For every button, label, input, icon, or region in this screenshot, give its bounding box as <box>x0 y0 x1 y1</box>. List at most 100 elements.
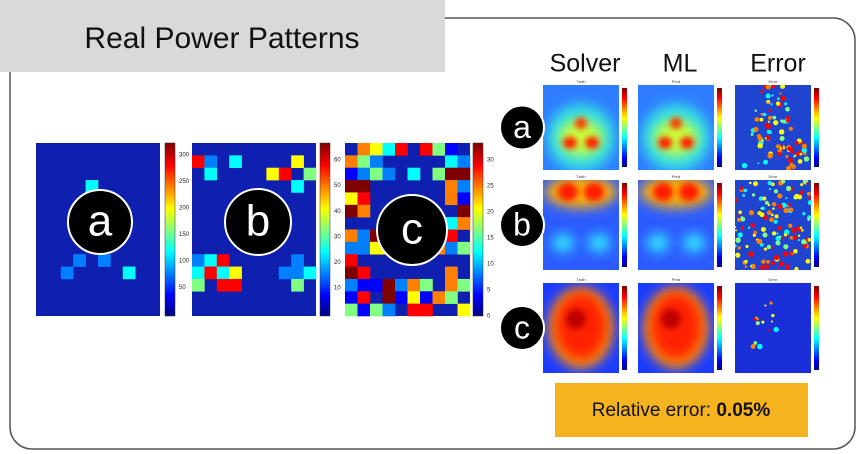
heatmap-cell <box>407 167 421 181</box>
heatmap-cell <box>445 192 458 206</box>
error-speck <box>773 254 780 261</box>
heat-blob <box>585 136 599 149</box>
error-speck <box>775 144 781 149</box>
error-speck <box>805 258 811 264</box>
heatmap-cell <box>345 229 358 243</box>
mini-colorbar <box>622 88 627 167</box>
heatmap-cell <box>457 278 471 292</box>
error-speck <box>793 249 798 254</box>
error-speck <box>785 197 788 200</box>
heatmap-cell <box>370 143 383 156</box>
error-speck <box>760 207 763 210</box>
heatmap-cell <box>291 278 304 292</box>
error-speck <box>763 247 768 251</box>
heatmap-cell <box>432 291 446 304</box>
heatmap-cell <box>291 155 304 169</box>
heatmap-cell <box>382 278 396 292</box>
error-speck <box>757 343 763 350</box>
error-speck <box>757 211 762 216</box>
colorbar-tick-label: 60 <box>334 158 341 164</box>
error-speck <box>773 219 778 224</box>
error-speck <box>744 265 748 268</box>
compare-heatmap: Truth <box>543 174 627 270</box>
error-speck <box>761 227 766 232</box>
error-speck <box>772 207 775 210</box>
error-speck <box>777 225 783 231</box>
compare-heatmap: Error <box>735 174 819 270</box>
error-speck <box>767 152 773 159</box>
heatmap-cell <box>457 192 471 206</box>
error-speck <box>759 242 764 247</box>
error-speck <box>770 320 774 323</box>
heat-blob <box>566 309 586 329</box>
error-speck <box>765 135 771 141</box>
error-speck <box>764 137 767 140</box>
colorbar-tick-label: 25 <box>487 184 494 190</box>
error-speck <box>783 233 788 237</box>
error-speck <box>740 216 746 222</box>
result-box <box>555 383 808 437</box>
error-speck <box>786 165 792 170</box>
heatmap-cell <box>216 278 230 292</box>
error-speck <box>785 155 789 158</box>
heatmap-cell <box>291 254 304 267</box>
label-badge <box>499 202 545 248</box>
error-speck <box>753 230 757 235</box>
error-speck <box>735 237 741 243</box>
heatmap-cell <box>357 180 371 193</box>
colorbar-tick-label: 0 <box>487 314 491 320</box>
panel-title: Error <box>769 79 779 84</box>
compare-heatmap: Pred <box>638 277 722 373</box>
error-speck <box>761 206 765 211</box>
colorbar-tick-label: 10 <box>487 262 494 268</box>
error-speck <box>799 152 803 156</box>
heatmap-cell <box>457 303 471 317</box>
error-speck <box>802 212 806 216</box>
heat-blob <box>640 180 712 208</box>
error-speck <box>801 143 807 149</box>
heatmap-cell <box>98 254 111 267</box>
error-speck <box>797 239 800 242</box>
heatmap-cell <box>445 278 458 292</box>
heatmap-cell <box>345 303 358 317</box>
heatmap-cell <box>192 254 205 267</box>
label-badge <box>499 104 545 151</box>
mini-colorbar <box>814 286 819 370</box>
error-speck <box>762 196 767 201</box>
heatmap-cell <box>432 167 446 181</box>
error-speck <box>770 260 775 266</box>
error-speck <box>802 243 807 249</box>
panel-label: c <box>401 205 423 254</box>
colorbar-tick-label: 20 <box>334 260 341 266</box>
heatmap-cell <box>204 167 218 181</box>
error-speck <box>767 180 772 186</box>
colorbar-tick-label: 30 <box>334 234 341 240</box>
heatmap-cell <box>345 266 358 280</box>
panel-label: b <box>246 197 270 246</box>
error-speck <box>772 115 777 120</box>
error-speck <box>748 210 755 216</box>
heatmap-body <box>735 283 811 373</box>
panel-title: Pred <box>672 277 680 282</box>
error-speck <box>787 146 792 151</box>
heatmap-cell <box>278 266 292 280</box>
panel-title: Truth <box>576 174 585 179</box>
error-speck <box>794 266 799 270</box>
heatmap-cell <box>192 266 205 280</box>
heat-blob <box>661 309 681 329</box>
mini-colorbar <box>717 183 722 267</box>
left-heatmap: 60 50 40 30 20 10 b <box>192 142 341 317</box>
error-speck <box>753 341 758 345</box>
error-speck <box>773 326 779 333</box>
column-header: Solver <box>550 50 621 78</box>
error-speck <box>788 126 793 131</box>
error-speck <box>790 149 795 154</box>
error-speck <box>782 251 788 257</box>
error-speck <box>757 143 763 149</box>
heatmap-cell <box>457 204 471 218</box>
heatmap-cell <box>345 291 358 304</box>
error-speck <box>786 185 792 192</box>
error-speck <box>791 228 796 234</box>
heatmap-cell <box>345 192 358 206</box>
error-speck <box>787 203 791 207</box>
